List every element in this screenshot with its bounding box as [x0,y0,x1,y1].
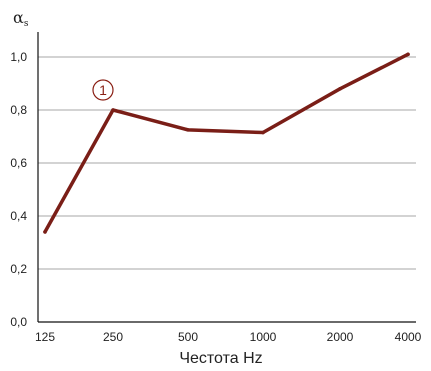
data-point [261,130,265,135]
y-tick-label: 1,0 [10,50,27,64]
x-tick-label: 4000 [395,330,422,344]
annotation-group: 1 [92,79,114,101]
series-group [43,52,410,234]
x-tick-label: 1000 [250,330,277,344]
x-tick-label: 125 [35,330,55,344]
annotation-circle [92,79,114,101]
data-point [338,87,342,91]
y-axis-label: αs [13,8,29,29]
x-tick-label: 2000 [327,330,354,344]
y-tick-label: 0,6 [10,156,27,170]
y-tick-label: 0,0 [10,315,27,329]
y-tick-label: 0,8 [10,103,27,117]
data-point [186,128,190,132]
data-point [406,52,410,57]
x-axis-ticks: 125 250 500 1000 2000 4000 [35,330,422,344]
x-axis-title: Честота Hz [179,350,262,367]
x-tick-label: 500 [178,330,198,344]
annotation-label: 1 [99,82,107,98]
series-line [43,52,410,234]
x-tick-label: 250 [103,330,123,344]
data-point [111,108,115,112]
y-tick-label: 0,4 [10,209,27,223]
y-tick-label: 0,2 [10,262,27,276]
y-axis-ticks: 0,0 0,2 0,4 0,6 0,8 1,0 [10,50,27,329]
data-point [43,230,47,234]
grid-lines [38,56,416,270]
